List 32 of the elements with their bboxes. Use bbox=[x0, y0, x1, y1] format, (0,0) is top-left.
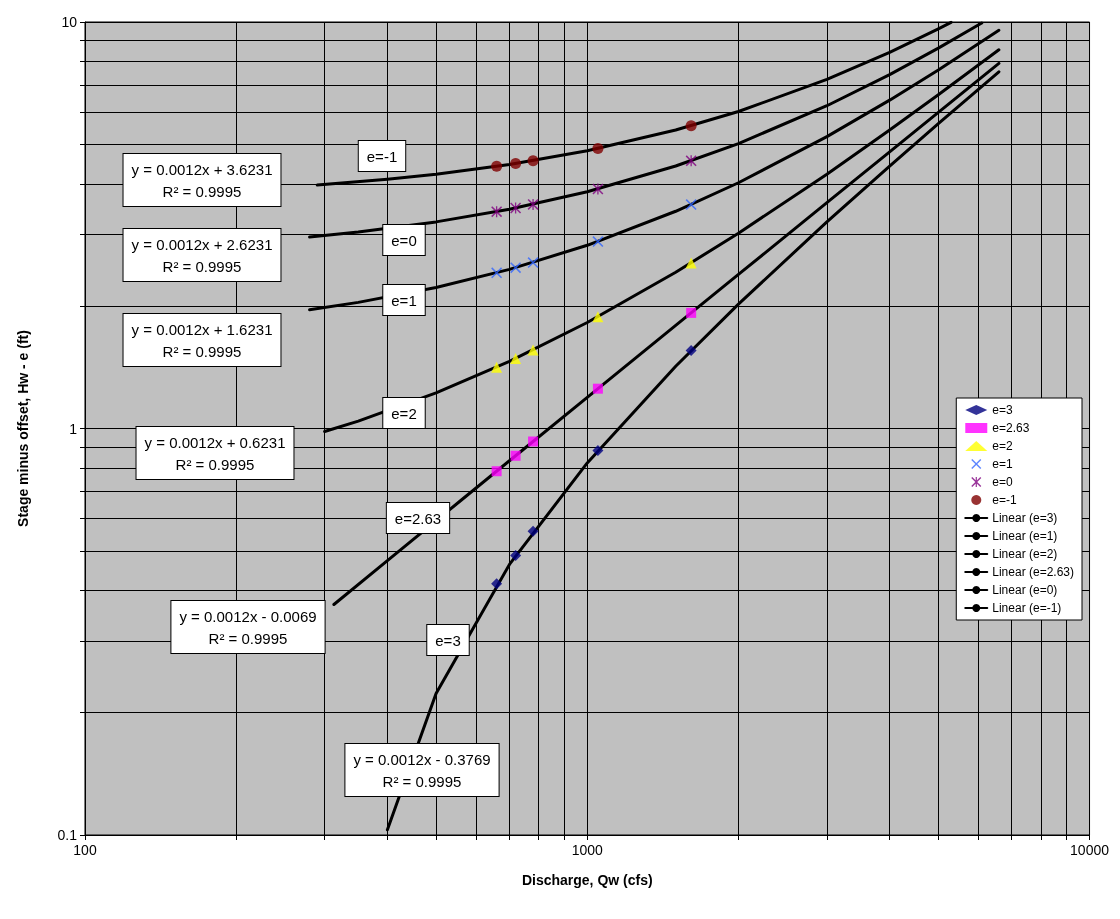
x-tick-label: 10000 bbox=[1070, 842, 1110, 858]
legend-label: Linear (e=2.63) bbox=[992, 565, 1075, 579]
annotation: y = 0.0012x + 1.6231 R² = 0.9995 bbox=[131, 320, 273, 360]
legend-label: Linear (e=3) bbox=[992, 511, 1058, 525]
annotation: y = 0.0012x - 0.0069 R² = 0.9995 bbox=[179, 607, 317, 647]
x-tick-label: 100 bbox=[73, 842, 97, 858]
x-tick-label: 1000 bbox=[571, 842, 604, 858]
annotation: y = 0.0012x - 0.3769 R² = 0.9995 bbox=[353, 750, 491, 790]
annotation: e=-1 bbox=[366, 147, 398, 165]
annotation: e=2 bbox=[391, 404, 417, 422]
legend-label: e=0 bbox=[992, 475, 1013, 489]
annotation: e=0 bbox=[391, 231, 417, 249]
y-axis-title: Stage minus offset, Hw - e (ft) bbox=[15, 330, 31, 527]
legend-label: Linear (e=2) bbox=[992, 547, 1058, 561]
annotation: e=1 bbox=[391, 291, 417, 309]
annotation: e=2.63 bbox=[394, 509, 442, 527]
y-tick-label: 0.1 bbox=[57, 827, 78, 843]
y-tick-label: 10 bbox=[61, 14, 78, 30]
annotation: e=3 bbox=[435, 631, 461, 649]
legend-label: e=2 bbox=[992, 439, 1013, 453]
legend-label: Linear (e=-1) bbox=[992, 601, 1062, 615]
annotation: y = 0.0012x + 3.6231 R² = 0.9995 bbox=[131, 160, 273, 200]
legend-label: e=1 bbox=[992, 457, 1013, 471]
legend-label: e=3 bbox=[992, 403, 1013, 417]
x-axis-title: Discharge, Qw (cfs) bbox=[521, 872, 653, 888]
legend-label: Linear (e=0) bbox=[992, 583, 1058, 597]
y-tick-label: 1 bbox=[69, 420, 78, 437]
legend-label: e=2.63 bbox=[992, 421, 1030, 435]
legend-label: e=-1 bbox=[992, 493, 1017, 507]
legend-label: Linear (e=1) bbox=[992, 529, 1058, 543]
annotation: y = 0.0012x + 2.6231 R² = 0.9995 bbox=[131, 235, 273, 275]
annotation: y = 0.0012x + 0.6231 R² = 0.9995 bbox=[144, 433, 286, 473]
